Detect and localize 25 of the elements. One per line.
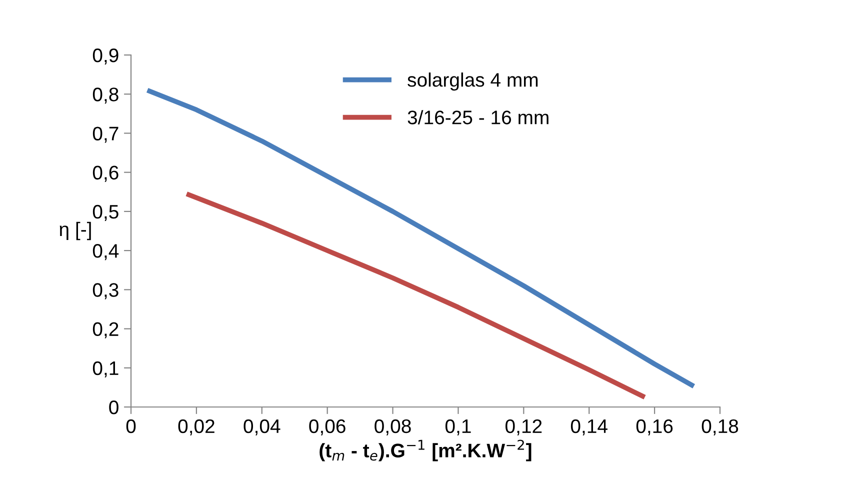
y-tick-label: 0,9 xyxy=(92,48,118,65)
y-tick-label: 0,5 xyxy=(92,204,118,221)
x-tick-label: 0,08 xyxy=(374,419,411,436)
x-tick-label: 0,06 xyxy=(309,419,346,436)
y-tick-label: 0,7 xyxy=(92,126,118,143)
x-tick-label: 0 xyxy=(126,419,136,434)
x-tick-label: 0,02 xyxy=(178,419,214,436)
y-tick-label: 0 xyxy=(109,400,118,414)
x-tick-label: 0,1 xyxy=(445,419,471,436)
y-tick-label: 0,4 xyxy=(92,244,119,260)
y-axis-title: η [-] xyxy=(60,222,91,240)
y-tick-label: 0,8 xyxy=(92,88,118,104)
legend-label: solarglas 4 mm xyxy=(408,72,538,91)
text: (t$_{m}$ - t$_{e}$).G$^{−1}$ [m².K.W$^{−2}$] xyxy=(320,440,532,462)
y-tick-label: 0,3 xyxy=(92,283,118,300)
legend-label: 3/16-25 - 16 mm xyxy=(408,110,548,124)
x-tick-label: 0,18 xyxy=(702,419,738,436)
x-tick-label: 0,14 xyxy=(570,419,608,436)
y-tick-label: 0,6 xyxy=(92,166,118,182)
x-tick-label: 0,04 xyxy=(244,419,280,436)
y-tick-label: 0,1 xyxy=(92,361,118,378)
x-tick-label: 0,12 xyxy=(506,419,542,436)
line-series xyxy=(184,191,648,400)
x-tick-label: 0,16 xyxy=(636,419,673,436)
y-tick-label: 0,2 xyxy=(92,322,118,338)
